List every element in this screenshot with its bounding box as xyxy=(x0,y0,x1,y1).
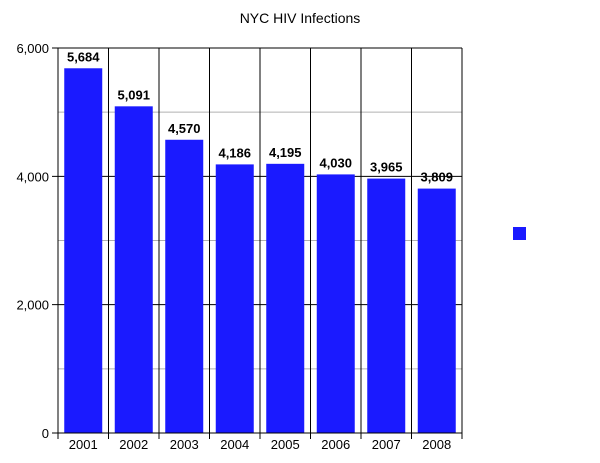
bar xyxy=(266,163,305,433)
data-label: 4,570 xyxy=(168,121,201,136)
data-label: 3,965 xyxy=(370,160,403,175)
x-tick-label: 2004 xyxy=(220,437,249,452)
data-label: 5,091 xyxy=(117,87,150,102)
bar xyxy=(417,188,456,433)
bar xyxy=(316,174,355,434)
bar xyxy=(165,139,204,433)
data-label: 4,186 xyxy=(218,145,251,160)
x-tick-label: 2005 xyxy=(271,437,300,452)
bar xyxy=(367,178,406,433)
x-tick-label: 2003 xyxy=(170,437,199,452)
chart-title: NYC HIV Infections xyxy=(240,10,361,26)
data-label: 5,684 xyxy=(67,49,100,64)
legend xyxy=(513,227,526,240)
y-tick-label: 6,000 xyxy=(16,41,49,56)
data-label: 4,030 xyxy=(319,155,352,170)
axes: 0 2,000 4,000 6,000 2001 2002 2003 2004 2005 2006… xyxy=(16,41,462,452)
bar xyxy=(114,106,153,433)
bars: 5,684 5,091 4,570 4,186 4,195 4,030 3,965 3,809 xyxy=(64,49,456,434)
bar xyxy=(64,68,103,433)
y-tick-label: 0 xyxy=(42,426,49,441)
x-tick-label: 2007 xyxy=(372,437,401,452)
data-label: 4,195 xyxy=(269,145,302,160)
y-tick-label: 2,000 xyxy=(16,298,49,313)
y-tick-label: 4,000 xyxy=(16,169,49,184)
x-tick-label: 2006 xyxy=(321,437,350,452)
x-tick-label: 2001 xyxy=(69,437,98,452)
data-label: 3,809 xyxy=(420,170,453,185)
x-tick-label: 2002 xyxy=(119,437,148,452)
bar xyxy=(215,164,254,434)
legend-swatch xyxy=(513,227,526,240)
x-tick-label: 2008 xyxy=(422,437,451,452)
